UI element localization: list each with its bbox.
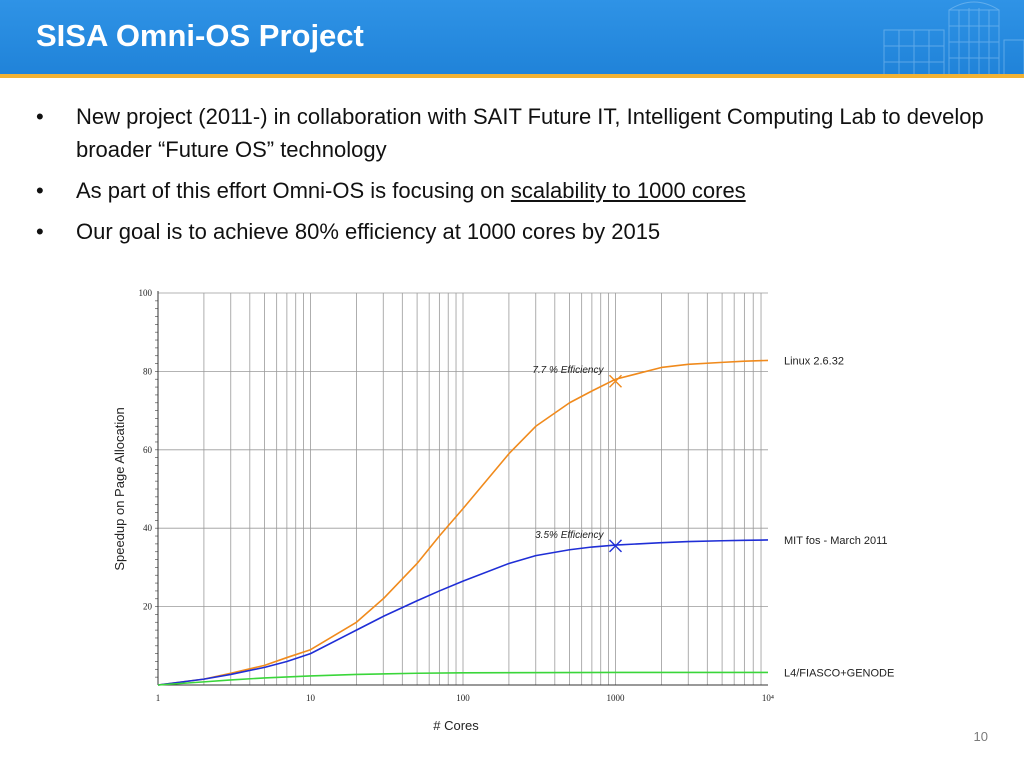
slide-title: SISA Omni-OS Project [36,18,364,53]
bullet-text: Our goal is to achieve 80% efficiency at… [76,219,661,244]
marker-x-icon [609,374,622,388]
x-tick-label: 10 [306,693,316,703]
bullet-dot-icon: • [36,104,44,129]
series-line-1 [157,539,769,686]
bullet-item: • New project (2011-) in collaboration w… [36,100,996,166]
bullet-dot-icon: • [36,178,44,203]
building-watermark-icon [883,1,1024,78]
bullet-dot-icon: • [36,219,44,244]
y-tick-label: 40 [143,523,153,533]
bullet-list: • New project (2011-) in collaboration w… [36,100,996,256]
x-tick-label: 10⁴ [762,693,774,703]
series-line-0 [157,359,769,686]
y-axis-label: Speedup on Page Allocation [112,407,127,570]
bullet-item: • As part of this effort Omni-OS is focu… [36,174,996,207]
series-label: Linux 2.6.32 [784,355,844,367]
marker-x-icon [609,539,622,553]
x-axis-label: # Cores [433,718,479,733]
bullet-text: As part of this effort Omni-OS is focusi… [76,178,511,203]
y-tick-label: 80 [143,366,153,376]
chart-svg: 20 40 60 80 100 1 10 100 1000 10⁴ # Cores Speedup o… [112,288,894,733]
y-tick-label: 60 [143,445,153,455]
series-label: MIT fos - March 2011 [784,535,888,547]
bullet-text: New project (2011-) in collaboration wit… [76,104,984,162]
series-line-2 [157,671,768,686]
page-number: 10 [973,729,988,744]
bullet-item: • Our goal is to achieve 80% efficiency … [36,215,996,248]
x-tick-label: 100 [456,693,470,703]
annotation-label: 3.5% Efficiency [535,530,604,541]
series-label: L4/FIASCO+GENODE [784,667,894,679]
y-tick-label: 100 [139,288,153,298]
x-tick-label: 1 [156,693,161,703]
annotation-label: 7.7 % Efficiency [532,365,604,376]
bullet-underlined-text: scalability to 1000 cores [510,178,746,203]
speedup-chart: 20 40 60 80 100 1 10 100 1000 10⁴ # Cores Speedup o… [100,280,920,740]
title-bar: SISA Omni-OS Project [0,0,1024,78]
x-tick-label: 1000 [607,693,626,703]
y-tick-label: 20 [143,602,153,612]
